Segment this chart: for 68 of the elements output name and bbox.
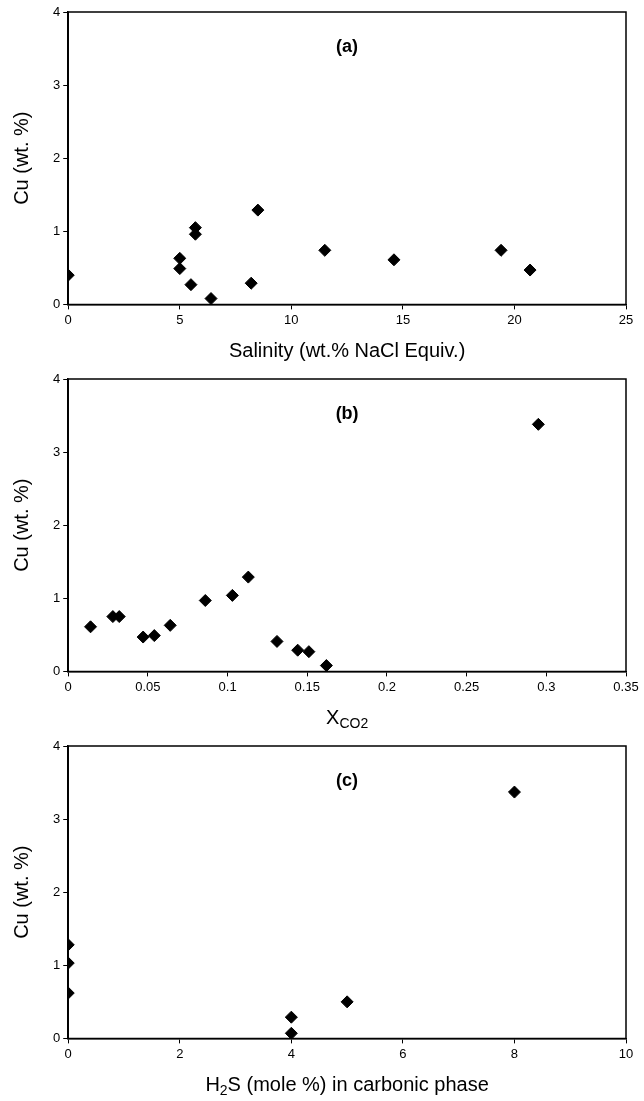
- x-tick-label: 8: [510, 1045, 519, 1061]
- y-tick-label: 2: [53, 883, 61, 899]
- point: [284, 1026, 298, 1039]
- y-tick-label: 3: [53, 76, 61, 92]
- text: (b): [335, 402, 359, 423]
- point: [163, 618, 177, 632]
- x-tick-label: 0.2: [377, 678, 396, 694]
- point: [241, 570, 255, 584]
- x-axis-title: Salinity (wt.% NaCl Equiv.): [228, 338, 466, 361]
- point: [173, 251, 187, 265]
- y-axis-title: Cu (wt. %): [9, 111, 32, 205]
- point: [302, 645, 316, 659]
- point: [523, 263, 537, 277]
- y-tick-label: 4: [53, 370, 61, 386]
- y-tick-label: 0: [53, 1029, 61, 1045]
- x-tick-label: 10: [618, 1045, 634, 1061]
- x-tick-label: 0.05: [135, 678, 161, 694]
- y-tick-label: 4: [53, 737, 61, 753]
- point: [291, 643, 305, 657]
- point: [318, 243, 332, 257]
- point: [270, 634, 284, 648]
- x-tick-label: 10: [284, 311, 299, 327]
- x-tick-label: 5: [176, 311, 184, 327]
- text: (c): [336, 769, 359, 790]
- y-tick-label: 1: [53, 956, 61, 972]
- y-tick-label: 2: [53, 516, 61, 532]
- point: [340, 995, 354, 1009]
- y-tick-label: 3: [53, 810, 61, 826]
- point: [204, 292, 218, 305]
- y-tick-label: 0: [53, 662, 61, 678]
- y-tick-label: 1: [53, 589, 61, 605]
- x-tick-label: 15: [395, 311, 411, 327]
- point: [244, 276, 258, 290]
- x-tick-label: 0: [64, 1045, 72, 1061]
- x-tick-label: 0.15: [294, 678, 320, 694]
- text: (a): [336, 35, 359, 56]
- x-tick-label: 0: [64, 678, 72, 694]
- point: [184, 278, 198, 292]
- y-tick-label: 2: [53, 149, 61, 165]
- point: [84, 620, 98, 634]
- x-tick-label: 4: [287, 1045, 295, 1061]
- x-tick-label: 25: [618, 311, 634, 327]
- y-tick-label: 4: [53, 3, 61, 19]
- point: [251, 203, 265, 217]
- y-tick-label: 3: [53, 443, 61, 459]
- point: [198, 593, 212, 607]
- point: [531, 417, 545, 431]
- x-tick-label: 0.35: [613, 678, 639, 694]
- x-tick-label: 0: [64, 311, 72, 327]
- point: [507, 785, 521, 799]
- x-tick-label: 0.25: [453, 678, 480, 694]
- point: [136, 630, 150, 644]
- point: [284, 1010, 298, 1024]
- point: [173, 262, 187, 276]
- y-tick-label: 1: [53, 222, 61, 238]
- point: [225, 588, 239, 602]
- y-tick-label: 0: [53, 295, 61, 311]
- x-tick-label: 2: [176, 1045, 184, 1061]
- x-tick-label: 0.3: [537, 678, 556, 694]
- y-axis-title: Cu (wt. %): [9, 478, 32, 572]
- x-tick-label: 20: [507, 311, 522, 327]
- point: [147, 629, 161, 643]
- point: [319, 659, 333, 672]
- point: [494, 243, 508, 257]
- point: [387, 253, 401, 267]
- x-tick-label: 0.1: [218, 678, 237, 694]
- y-axis-title: Cu (wt. %): [9, 845, 32, 939]
- x-tick-label: 6: [399, 1045, 407, 1061]
